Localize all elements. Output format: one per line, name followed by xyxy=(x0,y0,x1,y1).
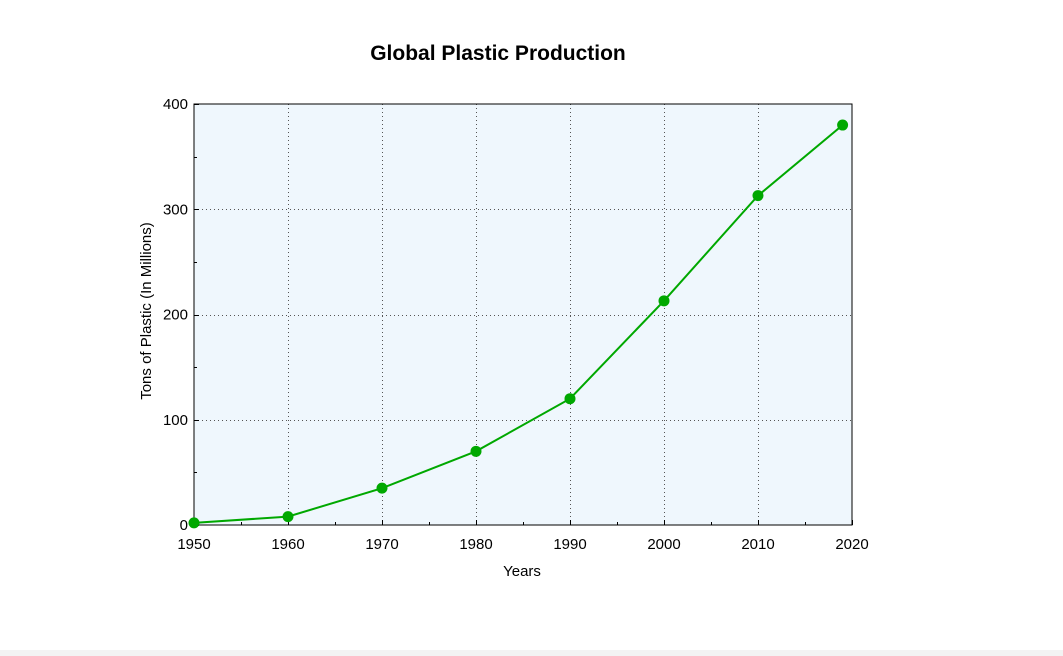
x-tick-label: 1980 xyxy=(459,536,492,553)
axis-ticks: 1950 1960 1970 1980 1990 2000 2010 2020 0 100 200 3… xyxy=(163,96,869,553)
x-tick-label: 1950 xyxy=(177,536,210,553)
data-point xyxy=(658,295,670,307)
y-tick-label: 200 xyxy=(163,307,188,324)
y-axis-title: Tons of Plastic (In Millions) xyxy=(138,222,155,400)
x-tick-label: 2010 xyxy=(741,536,774,553)
x-tick-label: 1970 xyxy=(365,536,398,553)
data-point xyxy=(470,445,482,457)
x-tick-label: 2000 xyxy=(647,536,680,553)
x-tick-label: 2020 xyxy=(835,536,868,553)
grid-lines xyxy=(194,104,852,525)
y-tick-label: 100 xyxy=(163,412,188,429)
data-point xyxy=(282,511,294,523)
x-tick-label: 1990 xyxy=(553,536,586,553)
y-tick-label: 400 xyxy=(163,96,188,113)
data-point xyxy=(837,119,849,131)
bottom-strip xyxy=(0,650,1063,656)
y-tick-label: 0 xyxy=(180,517,188,534)
chart-title: Global Plastic Production xyxy=(370,42,626,65)
y-tick-label: 300 xyxy=(163,201,188,218)
x-axis-title: Years xyxy=(503,563,541,580)
x-tick-label: 1960 xyxy=(271,536,304,553)
data-point xyxy=(188,517,200,529)
series-layer xyxy=(188,119,849,529)
plot-area xyxy=(194,104,852,525)
data-point xyxy=(376,482,388,494)
series-line xyxy=(193,124,844,524)
data-point xyxy=(564,393,576,405)
data-point xyxy=(752,190,764,202)
